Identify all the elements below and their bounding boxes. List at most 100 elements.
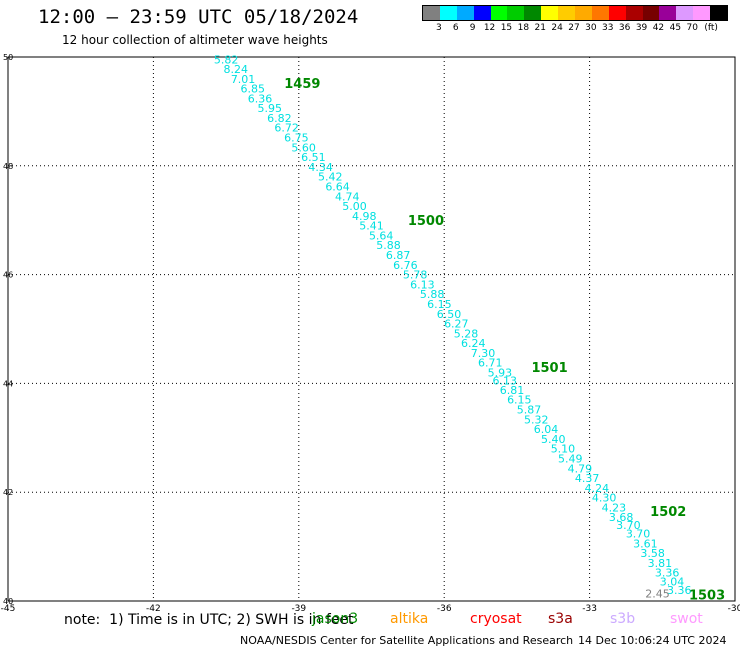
- y-tick-label: 40: [3, 597, 13, 606]
- satellite-swot: swot: [670, 611, 703, 627]
- legend-label: 15: [500, 23, 513, 33]
- data-point-swh: 6.27: [444, 318, 469, 331]
- data-point-swh: 3.70: [616, 519, 641, 532]
- x-tick-label: -39: [291, 604, 306, 614]
- legend-label: 3: [436, 23, 442, 33]
- plot-frame: [7, 56, 736, 602]
- legend-label: 24: [551, 23, 563, 33]
- legend-swatch: [473, 6, 491, 20]
- data-point-swh: 6.81: [500, 384, 525, 397]
- legend-label: 39: [635, 23, 648, 33]
- y-tick-label: 50: [3, 53, 13, 62]
- data-point-swh: 6.82: [267, 112, 292, 125]
- satellite-altika: altika: [390, 611, 429, 627]
- data-point-swh: 5.49: [558, 452, 583, 465]
- data-point-swh: 4.24: [585, 482, 610, 495]
- legend-swatch: [558, 6, 576, 20]
- legend-label: 6: [452, 23, 459, 33]
- page-subtitle: 12 hour collection of altimeter wave hei…: [62, 33, 328, 47]
- y-tick-label: 48: [3, 162, 13, 171]
- legend-swatch: [439, 6, 457, 20]
- legend-label: 9: [469, 23, 476, 33]
- data-point-swh: 6.75: [284, 132, 309, 145]
- y-tick-label: 42: [3, 488, 13, 497]
- y-tick-label: 46: [3, 271, 13, 280]
- data-point-swh: 5.95: [257, 102, 282, 115]
- y-tick-label: 44: [3, 379, 13, 388]
- legend-label: 42: [652, 23, 665, 33]
- data-point-swh: 6.50: [437, 308, 462, 321]
- data-point-swh: 6.64: [325, 180, 350, 193]
- legend-swatch: [642, 6, 660, 20]
- credit-line: NOAA/NESDIS Center for Satellite Applica…: [240, 634, 574, 647]
- data-point-swh: 5.00: [342, 200, 367, 213]
- data-point-swh: 6.71: [478, 357, 503, 370]
- legend-label: 27: [568, 23, 580, 33]
- data-point-swh: 7.01: [231, 73, 256, 86]
- time-label: 1459: [284, 77, 320, 92]
- data-point-swh: 4.74: [335, 190, 360, 203]
- data-point-swh: 6.36: [248, 92, 273, 105]
- data-point-swh: 5.28: [454, 327, 479, 340]
- data-point-swh: 3.36: [655, 567, 680, 580]
- legend-swatch: [423, 6, 440, 20]
- legend-label: 12: [483, 23, 496, 33]
- legend-swatch: [676, 6, 694, 20]
- legend-label: 18: [517, 23, 530, 33]
- data-point-swh: 6.04: [534, 423, 559, 436]
- legend-swatch: [541, 6, 559, 20]
- legend-swatch: [710, 6, 728, 20]
- data-point-swh: 6.85: [241, 83, 266, 96]
- time-label: 1503: [689, 588, 725, 603]
- data-point-swh: 4.30: [592, 492, 617, 505]
- data-point-swh: 5.87: [517, 404, 542, 417]
- generated-timestamp: 14 Dec 10:06:24 UTC 2024: [578, 634, 727, 647]
- satellite-s3a: s3a: [548, 611, 573, 627]
- legend-swatch: [456, 6, 474, 20]
- x-tick-label: -45: [1, 604, 16, 614]
- x-tick-label: -42: [146, 604, 161, 614]
- data-point-swh: 6.15: [507, 394, 532, 407]
- data-point-swh: 5.32: [524, 413, 549, 426]
- legend-unit: (ft): [704, 23, 718, 33]
- legend-swatch: [490, 6, 508, 20]
- data-point-swh: 5.64: [369, 229, 394, 242]
- legend-color-bar: [422, 5, 728, 21]
- data-point-swh: 6.76: [393, 259, 418, 272]
- data-point-swh: 4.98: [352, 210, 377, 223]
- satellite-s3b: s3b: [610, 611, 636, 627]
- legend-label: 33: [602, 23, 614, 33]
- data-point-swh: 5.60: [291, 141, 316, 154]
- data-point-swh: 5.10: [551, 443, 576, 456]
- data-point-swh: 6.15: [427, 298, 452, 311]
- data-point-swh: 5.40: [541, 433, 566, 446]
- satellite-jason3: jason3: [312, 611, 359, 627]
- data-point-swh: 6.72: [274, 122, 299, 135]
- footer-note: note: 1) Time is in UTC; 2) SWH is in fe…: [64, 612, 354, 628]
- legend-swatch: [507, 6, 525, 20]
- data-point-swh: 2.45: [645, 587, 670, 600]
- legend-swatch: [693, 6, 711, 20]
- data-point-swh: 3.68: [609, 511, 634, 524]
- legend-labels: 3 6 9 12 15 18 21 24 27 30 33 36 39 42 45 70 (ft): [422, 21, 740, 35]
- data-point-swh: 3.36: [667, 584, 692, 597]
- data-point-swh: 6.24: [461, 337, 486, 350]
- legend-label: 70: [686, 23, 698, 33]
- legend-label: 45: [669, 23, 682, 33]
- data-point-swh: 5.93: [488, 367, 513, 380]
- data-point-swh: 3.58: [640, 547, 665, 560]
- data-point-swh: 7.30: [471, 347, 496, 360]
- data-point-swh: 5.41: [359, 220, 384, 233]
- data-point-swh: 4.34: [308, 161, 333, 174]
- x-tick-label: -33: [582, 604, 597, 614]
- data-point-swh: 4.23: [602, 501, 627, 514]
- legend-swatch: [524, 6, 542, 20]
- data-point-swh: 3.81: [648, 557, 673, 570]
- x-tick-label: -36: [437, 604, 452, 614]
- data-point-swh: 6.13: [493, 375, 518, 388]
- data-point-swh: 5.82: [214, 54, 239, 67]
- data-point-swh: 4.37: [575, 472, 600, 485]
- legend-label: 30: [585, 23, 597, 33]
- time-label: 1500: [408, 214, 444, 229]
